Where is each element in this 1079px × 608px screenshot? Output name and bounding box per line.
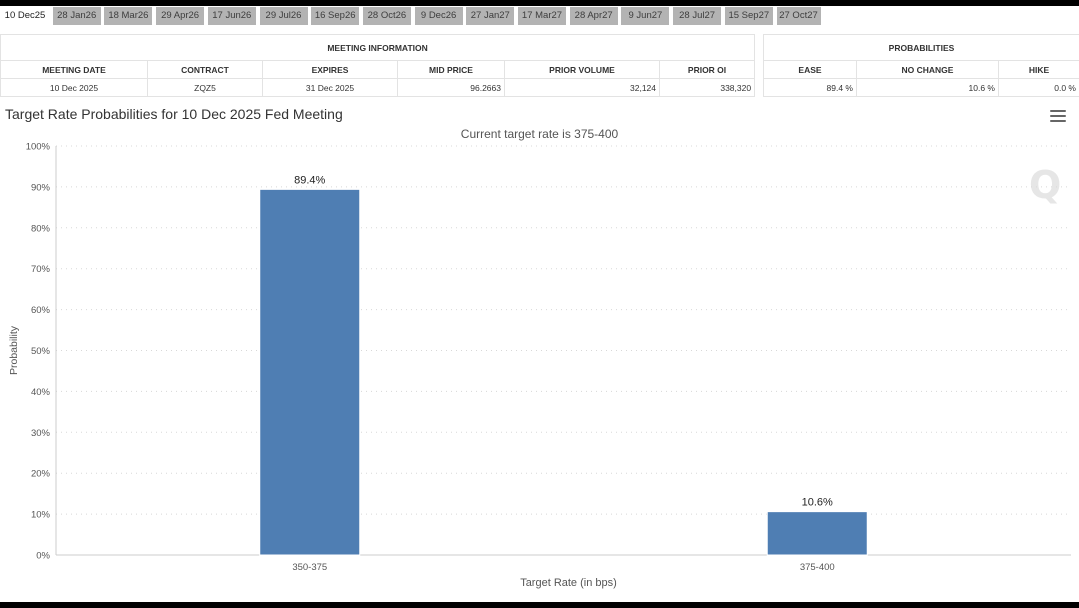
probabilities-title: PROBABILITIES	[763, 34, 1079, 61]
hike-value: 0.0 %	[998, 78, 1079, 97]
tab-28-jan26[interactable]: 28 Jan26	[52, 7, 101, 25]
data-label: 89.4%	[294, 174, 325, 186]
watermark-logo: Q	[1029, 163, 1062, 207]
x-tick-label: 375-400	[800, 562, 835, 573]
y-tick-label: 90%	[31, 182, 51, 193]
tab-28-apr27[interactable]: 28 Apr27	[569, 7, 618, 25]
col-ease: EASE	[763, 60, 857, 79]
tab-17-jun26[interactable]: 17 Jun26	[207, 7, 256, 25]
meeting-info-title: MEETING INFORMATION	[0, 34, 756, 61]
col-mid-price: MID PRICE	[397, 60, 505, 79]
chart-subtitle: Current target rate is 375-400	[460, 127, 619, 141]
bar-375-400	[766, 511, 868, 556]
x-tick-label: 350-375	[292, 562, 327, 573]
tab-27-oct27[interactable]: 27 Oct27	[776, 7, 821, 25]
y-tick-label: 100%	[26, 142, 51, 153]
data-label: 10.6%	[802, 497, 833, 509]
table-row: 10 Dec 2025 ZQZ5 31 Dec 2025 96.2663 32,…	[0, 78, 756, 97]
ease-value: 89.4 %	[763, 78, 857, 97]
y-tick-label: 80%	[31, 223, 51, 234]
y-tick-label: 0%	[36, 551, 50, 562]
no-change-value: 10.6 %	[856, 78, 999, 97]
col-no-change: NO CHANGE	[856, 60, 999, 79]
expires-value: 31 Dec 2025	[262, 78, 398, 97]
col-expires: EXPIRES	[262, 60, 398, 79]
mid-price-value: 96.2663	[397, 78, 505, 97]
tab-18-mar26[interactable]: 18 Mar26	[104, 7, 153, 25]
prior-volume-value: 32,124	[504, 78, 660, 97]
y-axis-title: Probability	[8, 325, 20, 375]
tab-9-dec26[interactable]: 9 Dec26	[414, 7, 463, 25]
meeting-info-header-row: MEETING DATE CONTRACT EXPIRES MID PRICE …	[0, 60, 756, 79]
tab-29-jul26[interactable]: 29 Jul26	[259, 7, 308, 25]
col-meeting-date: MEETING DATE	[0, 60, 148, 79]
tab-27-jan27[interactable]: 27 Jan27	[466, 7, 515, 25]
col-prior-oi: PRIOR OI	[658, 60, 756, 79]
y-tick-label: 10%	[31, 510, 51, 521]
bar-350-375	[259, 188, 361, 556]
tab-28-jul27[interactable]: 28 Jul27	[673, 7, 722, 25]
chart-menu-icon[interactable]	[1050, 110, 1066, 124]
tab-28-oct26[interactable]: 28 Oct26	[362, 7, 411, 25]
chart-title: Target Rate Probabilities for 10 Dec 202…	[5, 106, 343, 122]
table-row: 89.4 % 10.6 % 0.0 %	[763, 78, 1079, 97]
contract-value: ZQZ5	[147, 78, 263, 97]
meeting-date-value: 10 Dec 2025	[0, 78, 148, 97]
meeting-tabs: 10 Dec25 28 Jan26 18 Mar26 29 Apr26 17 Jun26…	[0, 6, 1079, 28]
y-tick-label: 50%	[31, 346, 51, 357]
y-tick-label: 30%	[31, 428, 51, 439]
col-contract: CONTRACT	[147, 60, 263, 79]
app-frame: 10 Dec25 28 Jan26 18 Mar26 29 Apr26 17 Jun26…	[0, 6, 1079, 602]
bar-chart: 0% 10% 20% 30% 40% 50% 60% 70% 80% 90% 100% 89.4% 35…	[8, 142, 1071, 589]
probabilities-table: PROBABILITIES EASE NO CHANGE HIKE 89.4 %…	[763, 34, 1079, 97]
x-axis-title: Target Rate (in bps)	[520, 577, 617, 589]
y-tick-label: 40%	[31, 387, 51, 398]
col-prior-volume: PRIOR VOLUME	[504, 60, 660, 79]
probabilities-header-row: EASE NO CHANGE HIKE	[763, 60, 1079, 79]
y-tick-label: 70%	[31, 264, 51, 275]
y-tick-label: 20%	[31, 469, 51, 480]
y-tick-label: 60%	[31, 305, 51, 316]
meeting-info-table: MEETING INFORMATION MEETING DATE CONTRAC…	[0, 34, 756, 97]
tab-15-sep27[interactable]: 15 Sep27	[724, 7, 773, 25]
prior-oi-value: 338,320	[658, 78, 756, 97]
tab-16-sep26[interactable]: 16 Sep26	[311, 7, 360, 25]
tab-10-dec25[interactable]: 10 Dec25	[1, 7, 49, 25]
tab-29-apr26[interactable]: 29 Apr26	[156, 7, 205, 25]
tab-17-mar27[interactable]: 17 Mar27	[518, 7, 566, 25]
tab-9-jun27[interactable]: 9 Jun27	[621, 7, 670, 25]
col-hike: HIKE	[998, 60, 1079, 79]
